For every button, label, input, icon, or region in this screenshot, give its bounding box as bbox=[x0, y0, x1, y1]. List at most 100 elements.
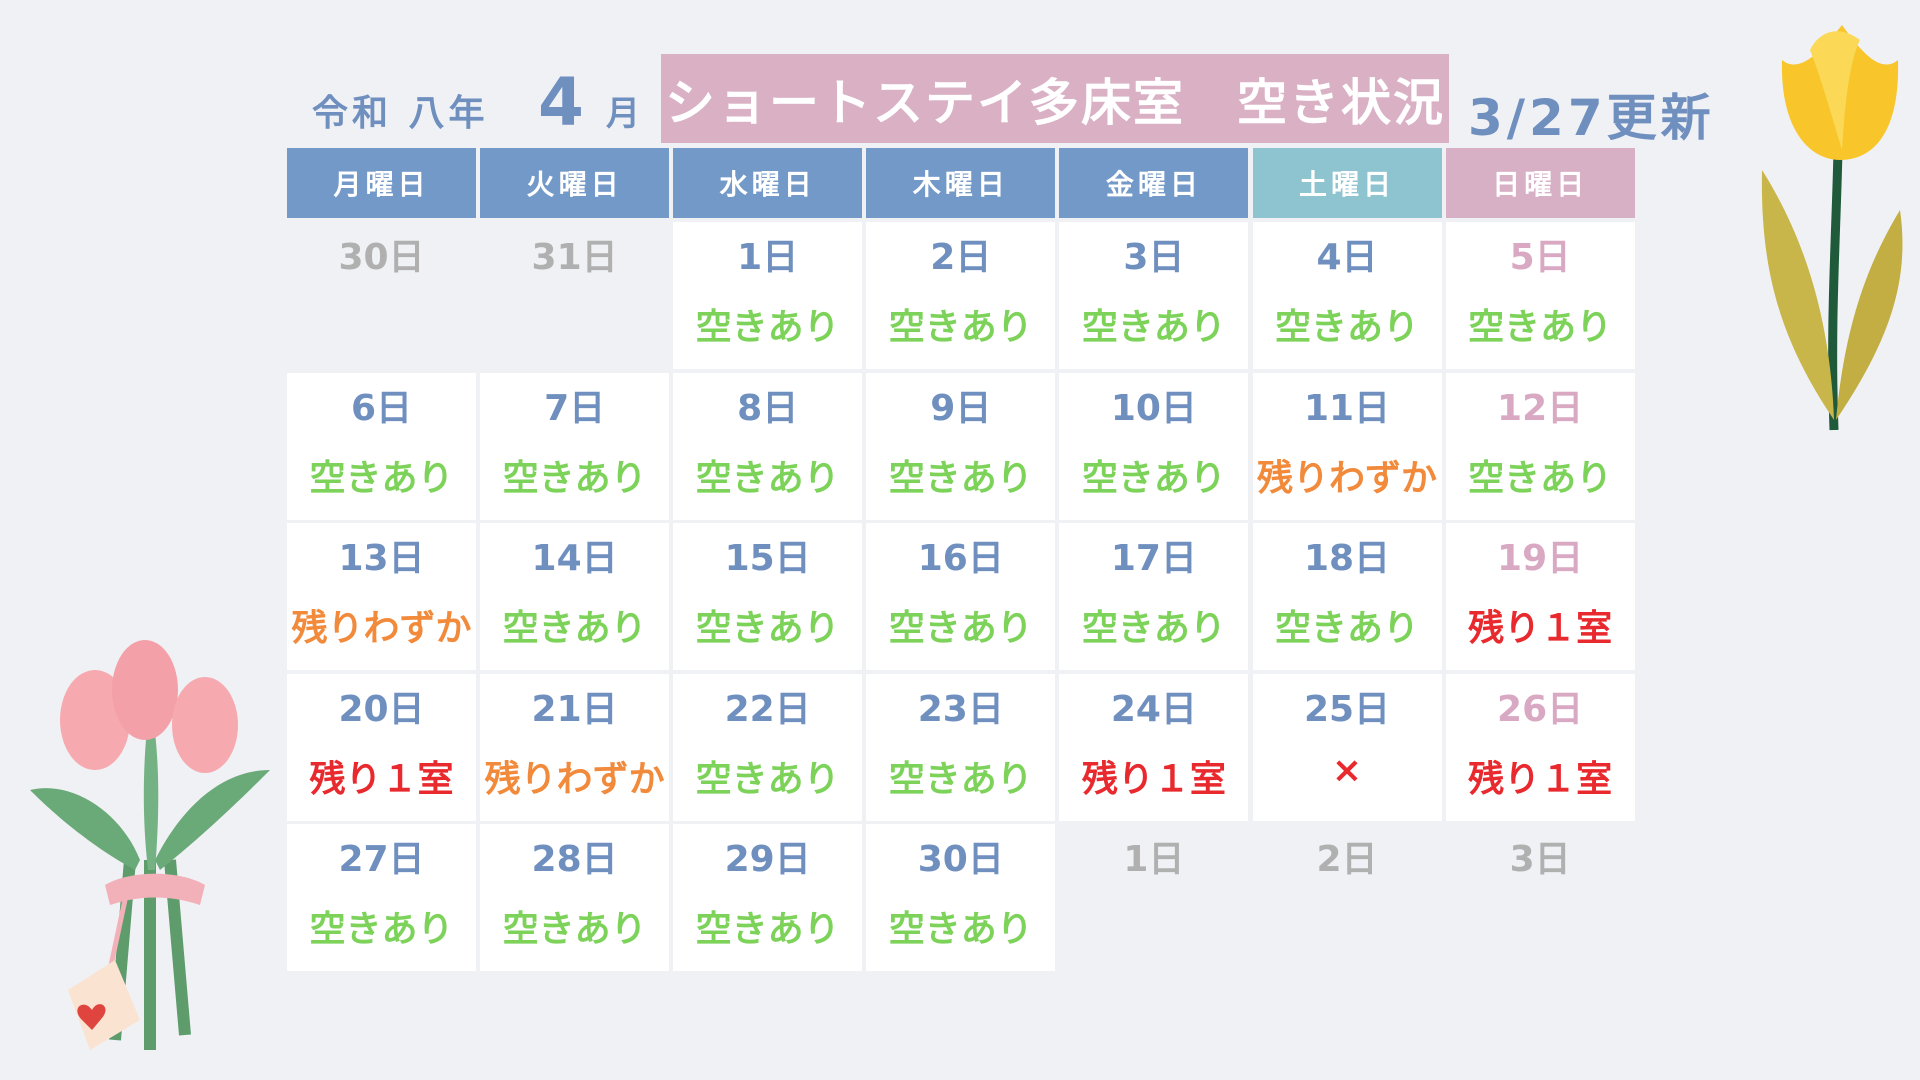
day-cell: 31日 bbox=[480, 222, 669, 369]
availability-status: 空きあり bbox=[888, 307, 1033, 348]
day-cell: 12日空きあり bbox=[1445, 372, 1635, 520]
day-date: 22日 bbox=[724, 688, 811, 730]
day-cell: 3日 bbox=[1446, 824, 1635, 971]
day-date: 30日 bbox=[917, 839, 1004, 881]
day-cell: 16日空きあり bbox=[866, 523, 1056, 671]
day-date: 28日 bbox=[531, 839, 618, 881]
availability-status: 空きあり bbox=[888, 608, 1033, 650]
day-cell: 21日残りわずか bbox=[480, 673, 670, 821]
day-date: 17日 bbox=[1110, 538, 1197, 580]
availability-status: 空きあり bbox=[1468, 457, 1613, 499]
title: ショートステイ多床室 空き状況 bbox=[661, 54, 1449, 143]
day-cell: 9日空きあり bbox=[866, 372, 1056, 520]
day-date: 13日 bbox=[338, 538, 425, 580]
availability-status: 空きあり bbox=[695, 909, 840, 951]
day-cell: 5日空きあり bbox=[1445, 222, 1635, 369]
weekday-header: 日曜日 bbox=[1445, 148, 1635, 218]
day-date: 20日 bbox=[338, 688, 425, 730]
day-date: 23日 bbox=[917, 688, 1004, 730]
availability-status: 空きあり bbox=[502, 457, 647, 499]
day-date: 27日 bbox=[338, 839, 425, 881]
availability-status: 空きあり bbox=[695, 457, 840, 499]
availability-status: 空きあり bbox=[888, 758, 1033, 800]
era-year: 令和 八年 bbox=[312, 93, 489, 134]
availability-status: 空きあり bbox=[309, 457, 454, 499]
availability-status: 残りわずか bbox=[484, 758, 665, 800]
availability-status: 空きあり bbox=[1081, 307, 1226, 348]
day-cell: 1日空きあり bbox=[673, 222, 863, 369]
weekday-header: 土曜日 bbox=[1252, 148, 1442, 218]
day-date: 1日 bbox=[1123, 839, 1185, 881]
availability-status: 空きあり bbox=[888, 457, 1033, 499]
day-cell: 14日空きあり bbox=[480, 523, 670, 671]
day-cell: 15日 空きあり bbox=[673, 523, 863, 671]
tulip-decoration bbox=[1761, 25, 1903, 431]
day-cell: 25日 × bbox=[1252, 673, 1442, 821]
day-date: 14日 bbox=[531, 538, 618, 580]
availability-status: × bbox=[1331, 749, 1363, 791]
day-date: 24日 bbox=[1110, 688, 1197, 730]
day-cell: 8日空きあり bbox=[673, 372, 863, 520]
availability-status: 空きあり bbox=[1081, 608, 1226, 650]
availability-status: 空きあり bbox=[695, 307, 840, 348]
day-date: 3日 bbox=[1509, 839, 1571, 881]
availability-status: 空きあり bbox=[309, 909, 454, 951]
availability-status: 残りわずか bbox=[1256, 457, 1437, 499]
weekday-header: 火曜日 bbox=[480, 148, 670, 218]
day-cell: 11日残りわずか bbox=[1252, 372, 1442, 520]
day-date: 26日 bbox=[1497, 688, 1584, 730]
availability-status: 空きあり bbox=[1274, 608, 1419, 650]
day-date: 11日 bbox=[1303, 387, 1391, 429]
day-date: 21日 bbox=[531, 688, 618, 730]
day-cell: 19日 残り１室 bbox=[1445, 523, 1635, 671]
availability-status: 空きあり bbox=[695, 758, 840, 800]
day-date: 30日 bbox=[338, 237, 425, 278]
day-cell: 2日 bbox=[1253, 824, 1442, 971]
day-date: 25日 bbox=[1303, 688, 1391, 730]
bouquet-decoration bbox=[30, 640, 270, 1050]
availability-status: 残り１室 bbox=[1081, 758, 1226, 800]
day-date: 10日 bbox=[1110, 387, 1197, 429]
day-date: 6日 bbox=[350, 387, 413, 429]
day-cell: 30日 bbox=[287, 222, 476, 369]
availability-status: 空きあり bbox=[888, 909, 1033, 951]
day-cell: 1日 bbox=[1059, 824, 1248, 971]
day-date: 4日 bbox=[1316, 237, 1378, 278]
day-cell: 24日残り１室 bbox=[1059, 673, 1249, 821]
availability-status: 残り１室 bbox=[309, 758, 454, 800]
day-cell: 2日空きあり bbox=[866, 222, 1056, 369]
day-cell: 22日空きあり bbox=[673, 673, 863, 821]
weekday-header: 金曜日 bbox=[1059, 148, 1249, 218]
day-cell: 30日空きあり bbox=[866, 824, 1056, 972]
day-date: 2日 bbox=[930, 237, 992, 278]
day-cell: 13日 残りわずか bbox=[287, 523, 476, 671]
day-cell: 7日空きあり bbox=[480, 372, 670, 520]
day-date: 12日 bbox=[1497, 387, 1584, 429]
availability-status: 残り１室 bbox=[1468, 608, 1613, 650]
weekday-header: 月曜日 bbox=[287, 148, 476, 218]
availability-status: 空きあり bbox=[1274, 307, 1419, 348]
day-date: 16日 bbox=[917, 538, 1004, 580]
day-date: 9日 bbox=[930, 387, 992, 429]
day-date: 3日 bbox=[1123, 237, 1185, 278]
day-cell: 4日空きあり bbox=[1252, 222, 1442, 369]
day-cell: 10日 空きあり bbox=[1059, 372, 1249, 520]
day-date: 29日 bbox=[724, 839, 811, 881]
month-number: 4 bbox=[538, 64, 584, 141]
availability-status: 残り１室 bbox=[1468, 758, 1613, 800]
day-date: 5日 bbox=[1509, 237, 1571, 278]
day-date: 7日 bbox=[544, 387, 606, 429]
day-cell: 26日残り１室 bbox=[1445, 673, 1635, 821]
updated-date: 3/27更新 bbox=[1468, 89, 1715, 147]
day-cell: 20日残り１室 bbox=[287, 673, 476, 821]
day-date: 1日 bbox=[737, 237, 799, 278]
day-cell: 28日空きあり bbox=[480, 824, 670, 972]
day-cell: 3日空きあり bbox=[1059, 222, 1249, 369]
day-date: 8日 bbox=[737, 387, 799, 429]
availability-status: 空きあり bbox=[502, 608, 647, 650]
day-date: 2日 bbox=[1316, 839, 1378, 881]
availability-status: 空きあり bbox=[1468, 307, 1613, 348]
availability-status: 空きあり bbox=[502, 909, 647, 951]
day-cell: 6日空きあり bbox=[287, 372, 476, 520]
